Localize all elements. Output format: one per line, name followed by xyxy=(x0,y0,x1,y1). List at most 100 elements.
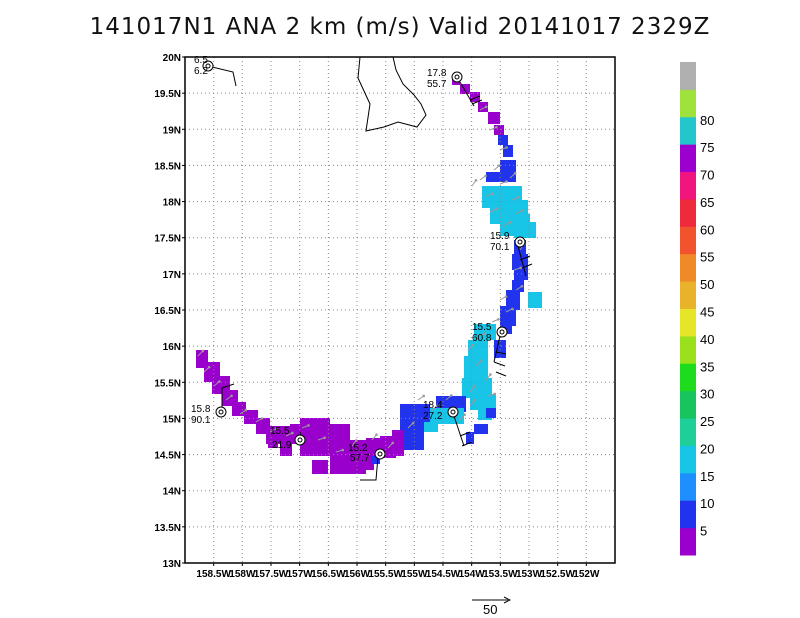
wind-cell xyxy=(244,410,258,424)
wind-speed-shading xyxy=(196,77,542,474)
colorbar-label: 75 xyxy=(700,140,714,155)
wind-vector-head xyxy=(472,385,476,388)
lat-label: 20N xyxy=(163,53,181,64)
colorbar-swatch xyxy=(680,116,696,145)
wind-vector-head xyxy=(505,146,508,149)
colorbar-label: 35 xyxy=(700,359,714,374)
wind-vector-head xyxy=(505,180,508,183)
wind-vector-head xyxy=(471,343,475,347)
center-dot-icon xyxy=(218,409,224,415)
lat-label: 19N xyxy=(163,125,181,136)
wind-barb xyxy=(207,65,237,87)
longitude-labels: 158.5W158W157.5W157W156.5W156W155.5W155W… xyxy=(196,563,600,580)
storm-direction-label: 6.2 xyxy=(194,66,208,77)
wind-cell xyxy=(506,290,520,310)
colorbar-swatch xyxy=(680,253,696,282)
wind-vector-head xyxy=(473,399,476,402)
wind-cell xyxy=(500,160,516,172)
reference-vector: 50 xyxy=(472,596,512,617)
lon-label: 154.5W xyxy=(426,569,461,580)
wind-vector-head xyxy=(520,209,524,212)
wind-cell xyxy=(346,462,366,474)
wind-vector-head xyxy=(484,174,487,178)
colorbar-label: 45 xyxy=(700,305,714,320)
storm-direction-label: 55.7 xyxy=(427,79,447,90)
wind-cell xyxy=(470,92,480,102)
wind-cell xyxy=(478,410,492,420)
storm-speed-label: 17.8 xyxy=(427,68,447,79)
wind-cell xyxy=(268,440,278,448)
wind-cell xyxy=(418,422,438,432)
lon-label: 154W xyxy=(459,569,486,580)
center-dot-icon xyxy=(450,409,456,415)
wind-vector-head xyxy=(260,417,264,420)
wind-vector-head xyxy=(484,105,488,109)
wind-cell xyxy=(400,404,430,422)
wind-barb xyxy=(221,383,235,410)
wind-vector-head xyxy=(307,424,310,427)
lat-lon-grid xyxy=(185,57,615,563)
wind-vector-head xyxy=(354,439,358,442)
lon-label: 155.5W xyxy=(368,569,403,580)
storm-direction-label: 21.9 xyxy=(272,440,292,451)
wind-cell xyxy=(494,125,504,135)
wind-vector-head xyxy=(449,394,453,397)
wind-cell xyxy=(404,440,414,450)
wind-vector-head xyxy=(497,317,500,321)
lat-label: 14N xyxy=(163,487,181,498)
wind-cell xyxy=(462,378,492,398)
colorbar-swatch xyxy=(680,418,696,446)
wind-barb xyxy=(360,455,379,481)
storm-center-marker: 15.890.1 xyxy=(191,404,227,426)
wind-cell xyxy=(280,444,292,456)
lat-label: 13N xyxy=(163,559,181,570)
colorbar-label: 65 xyxy=(700,195,714,210)
lat-label: 17N xyxy=(163,270,181,281)
colorbar-label: 80 xyxy=(700,113,714,128)
storm-speed-label: 15.2 xyxy=(348,443,368,454)
colorbar-label: 50 xyxy=(700,277,714,292)
wind-vector-head xyxy=(474,178,478,182)
center-ring-icon xyxy=(202,60,214,72)
lon-label: 152W xyxy=(573,569,600,580)
wind-vector-head xyxy=(375,433,378,436)
colorbar-swatch xyxy=(680,500,696,529)
wind-cell xyxy=(196,350,208,368)
center-ring-icon xyxy=(451,71,463,83)
wind-vector-head xyxy=(489,373,492,376)
lat-label: 18N xyxy=(163,198,181,209)
wind-vector-head xyxy=(494,207,498,211)
lon-label: 156.5W xyxy=(311,569,346,580)
wind-vector-head xyxy=(493,392,496,396)
wind-barbs xyxy=(207,65,533,481)
storm-center-marker: 15.560.8 xyxy=(472,322,508,344)
storm-direction-label: 70.1 xyxy=(490,242,510,253)
wind-cell xyxy=(486,408,496,418)
wind-cell xyxy=(256,418,270,434)
colorbar-label: 15 xyxy=(700,469,714,484)
wind-cell xyxy=(486,172,516,182)
lat-label: 16N xyxy=(163,342,181,353)
wind-vector-head xyxy=(274,427,278,431)
wind-barb xyxy=(493,335,507,377)
lat-label: 16.5N xyxy=(154,306,181,317)
colorbar-swatch xyxy=(680,171,696,200)
wind-cell xyxy=(474,424,488,434)
colorbar-swatch xyxy=(680,281,696,309)
wind-cell xyxy=(460,84,470,94)
wind-vector-head xyxy=(479,359,482,363)
colorbar-label: 60 xyxy=(700,222,714,237)
reference-vector-label: 50 xyxy=(483,602,497,617)
colorbar-label: 20 xyxy=(700,441,714,456)
colorbar: 5 10 15 20 25 30 35 40 45 50 55 60 65 70 75 80 xyxy=(680,62,714,556)
colorbar-label: 25 xyxy=(700,414,714,429)
wind-vector-head xyxy=(201,349,205,353)
wind-cell xyxy=(478,102,488,112)
colorbar-swatch xyxy=(680,308,696,337)
wind-barb xyxy=(459,81,483,107)
center-ring-icon xyxy=(294,434,306,446)
colorbar-label: 55 xyxy=(700,250,714,265)
center-dot-icon xyxy=(205,63,211,69)
lon-label: 158W xyxy=(229,569,256,580)
